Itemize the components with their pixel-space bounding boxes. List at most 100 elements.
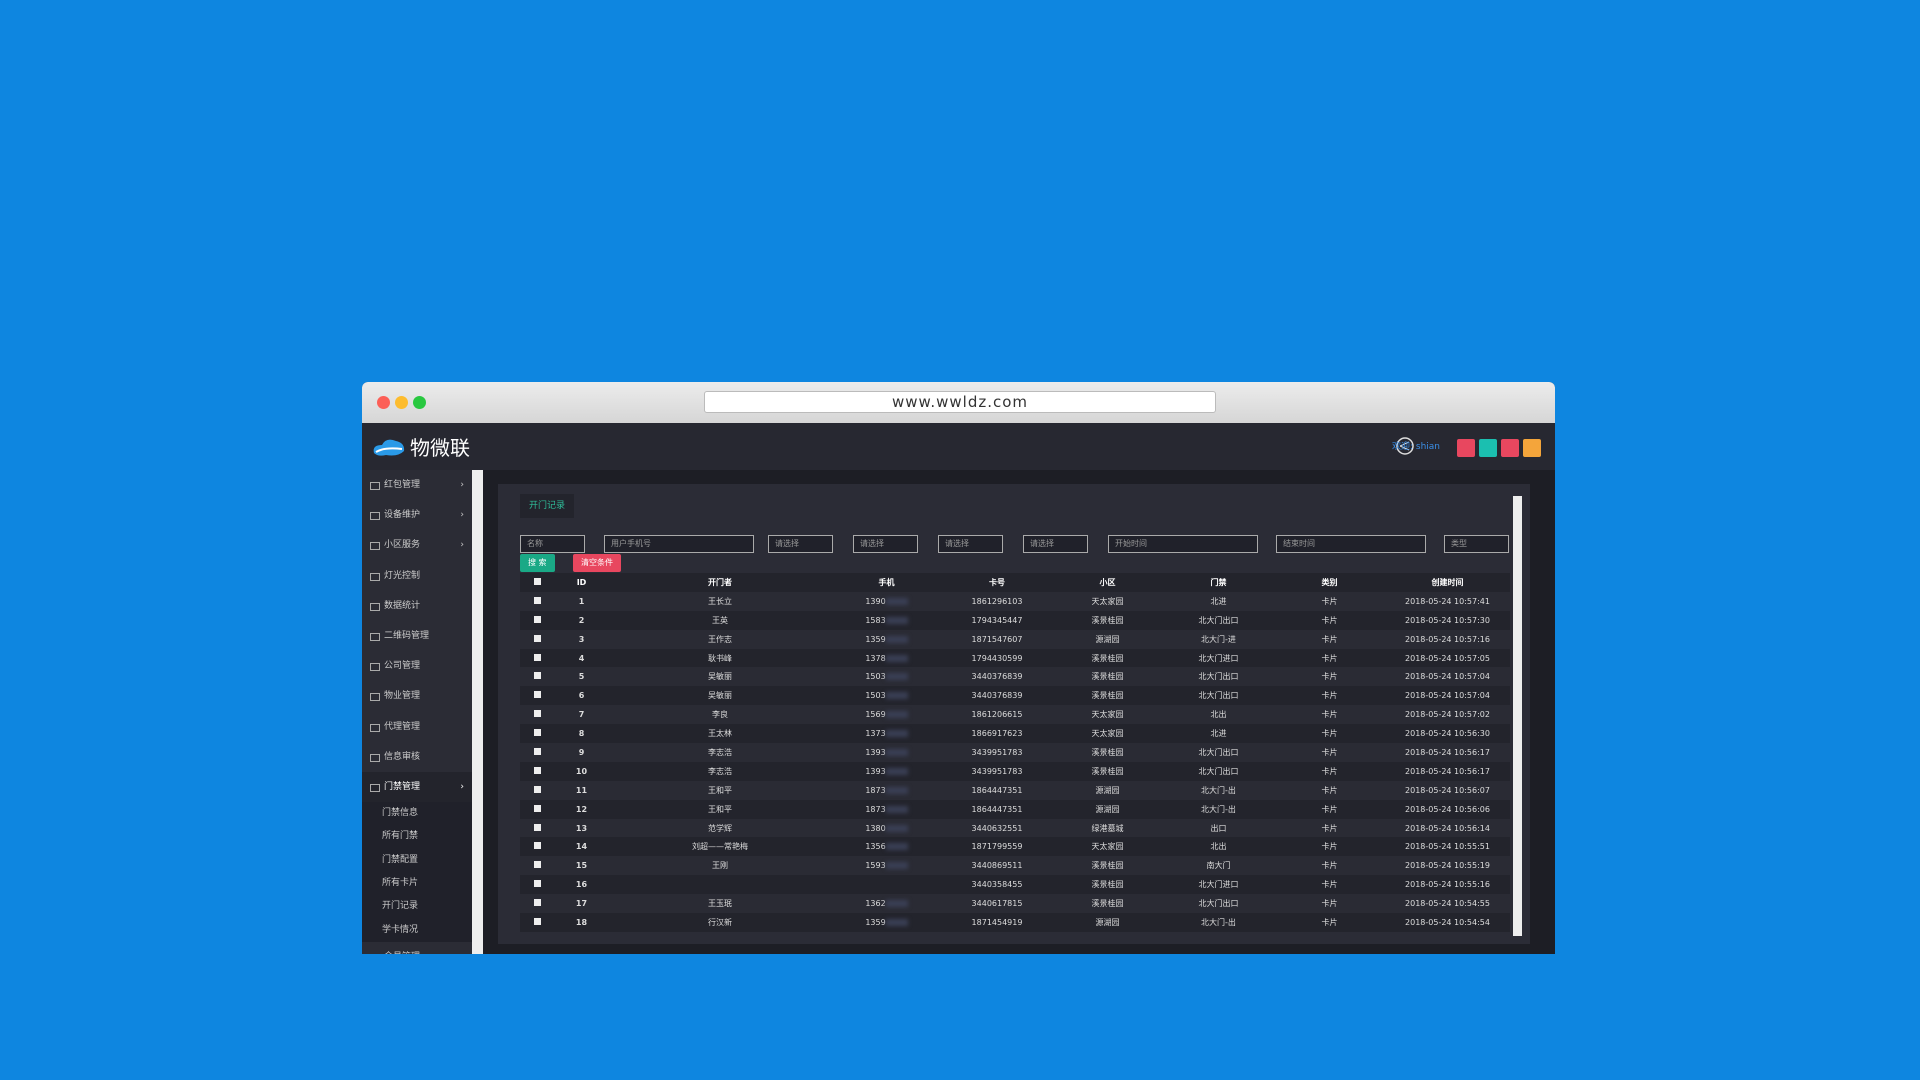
checkbox[interactable] <box>533 710 541 718</box>
checkbox[interactable] <box>533 653 541 661</box>
cell: 13 <box>554 819 609 838</box>
cell-text: 1864447351 <box>971 785 1023 795</box>
checkbox[interactable] <box>533 917 541 925</box>
menu-item[interactable]: 小区服务 › <box>362 530 472 560</box>
cell: 天太家园 <box>1052 724 1163 743</box>
submenu-item[interactable]: 门禁信息 <box>362 802 472 826</box>
checkbox[interactable] <box>533 577 541 585</box>
blurred-digits <box>885 635 908 643</box>
filter-input[interactable]: 结束时间 <box>1276 535 1426 553</box>
cell: 2018-05-24 10:57:41 <box>1385 592 1510 611</box>
cell-text: 18 <box>575 917 588 927</box>
cell-text: 10 <box>575 766 588 776</box>
filter-input[interactable]: 请选择 <box>853 535 918 553</box>
cell-text: 王长立 <box>708 596 732 606</box>
checkbox[interactable] <box>533 747 541 755</box>
checkbox[interactable] <box>533 842 541 850</box>
checkbox[interactable] <box>533 634 541 642</box>
checkbox[interactable] <box>533 615 541 623</box>
cell <box>520 894 554 913</box>
menu-item[interactable]: 红包管理 › <box>362 470 472 500</box>
url-bar[interactable]: www.wwldz.com <box>704 391 1216 413</box>
cell: 溪景桂园 <box>1052 649 1163 668</box>
menu-item[interactable]: 二维码管理 <box>362 621 472 651</box>
cell <box>520 837 554 856</box>
checkbox[interactable] <box>533 691 541 699</box>
submenu-item[interactable]: 所有门禁 <box>362 825 472 849</box>
menu-item[interactable]: 物业管理 <box>362 681 472 711</box>
cell: 1583 <box>831 611 942 630</box>
cell: 9 <box>554 743 609 762</box>
cell: 源湖园 <box>1052 630 1163 649</box>
checkbox[interactable] <box>533 823 541 831</box>
cell: 卡片 <box>1274 705 1385 724</box>
maximize[interactable] <box>413 396 426 409</box>
content-panel: 开门记录 名称 用户手机号 请选择 请选择 请选择 请选择 开始时间 结束时间 类型搜 索清空条… <box>498 484 1530 944</box>
checkbox[interactable] <box>533 672 541 680</box>
cell-text: 1356 <box>865 842 886 852</box>
menu-item[interactable]: 信息审核 <box>362 742 472 772</box>
checkbox[interactable] <box>533 880 541 888</box>
filter-input[interactable]: 开始时间 <box>1108 535 1258 553</box>
filter-input[interactable]: 请选择 <box>938 535 1003 553</box>
menu-item[interactable]: 会员管理 <box>362 942 472 954</box>
cell: 2018-05-24 10:57:02 <box>1385 705 1510 724</box>
welcome[interactable]: 欢迎: shian <box>1391 442 1440 452</box>
checkbox[interactable] <box>533 861 541 869</box>
cell: 3440376839 <box>942 686 1052 705</box>
menu-item[interactable]: 门禁管理 › <box>362 771 472 803</box>
menu-item[interactable]: 代理管理 <box>362 712 472 742</box>
cell-text: 1380 <box>865 823 886 833</box>
cell: 3440376839 <box>942 667 1052 686</box>
menu-item[interactable]: 设备维护 › <box>362 500 472 530</box>
cell: 2 <box>554 611 609 630</box>
cell <box>520 630 554 649</box>
blurred-digits <box>885 805 908 813</box>
filter-input[interactable]: 类型 <box>1444 535 1509 553</box>
cell-text: 3440358455 <box>971 880 1023 890</box>
table-row: 15 王刚 1593 3440869511 溪景桂园 南大门 卡片 2018-05-24 10… <box>520 856 1510 876</box>
cell-text: 天太家园 <box>1091 710 1124 720</box>
search-button[interactable]: 搜 索 <box>520 554 555 572</box>
checkbox[interactable] <box>533 899 541 907</box>
menu-item[interactable]: 公司管理 <box>362 651 472 681</box>
close[interactable] <box>377 396 390 409</box>
cell-text: 1583 <box>865 615 886 625</box>
filter-input[interactable]: 用户手机号 <box>604 535 754 553</box>
menu-item[interactable]: 数据统计 <box>362 591 472 621</box>
submenu-item[interactable]: 门禁配置 <box>362 848 472 872</box>
share-icon[interactable] <box>1395 436 1415 456</box>
minimize[interactable] <box>395 396 408 409</box>
filter-input[interactable]: 名称 <box>520 535 585 553</box>
checkbox[interactable] <box>533 596 541 604</box>
blurred-digits <box>885 597 908 605</box>
cell: 1380 <box>831 819 942 838</box>
cell: 李志浩 <box>609 743 831 762</box>
cell-text: 3440632551 <box>971 823 1023 833</box>
cell: 北大门出口 <box>1163 743 1274 762</box>
cell: 1390 <box>831 592 942 611</box>
filter-input[interactable]: 请选择 <box>1023 535 1088 553</box>
clear-button[interactable]: 清空条件 <box>573 554 621 572</box>
cell <box>520 611 554 630</box>
filter-input[interactable]: 请选择 <box>768 535 833 553</box>
power-button[interactable] <box>1501 439 1519 457</box>
lock-button[interactable] <box>1457 439 1475 457</box>
cell: 溪景桂园 <box>1052 611 1163 630</box>
checkbox[interactable] <box>533 766 541 774</box>
cell: 王太林 <box>609 724 831 743</box>
checkbox[interactable] <box>533 785 541 793</box>
submenu-item[interactable]: 学卡情况 <box>362 918 472 942</box>
blurred-digits <box>885 616 908 624</box>
checkbox[interactable] <box>533 804 541 812</box>
submenu-item[interactable]: 所有卡片 <box>362 871 472 896</box>
submenu-item[interactable]: 开门记录 <box>362 895 472 919</box>
refresh-button[interactable] <box>1479 439 1497 457</box>
menu-item[interactable]: 灯光控制 <box>362 561 472 591</box>
home-button[interactable] <box>1523 439 1541 457</box>
cell-text: 卡片 <box>1321 615 1338 625</box>
tab[interactable]: 开门记录 <box>520 494 575 518</box>
cell: 北出 <box>1163 705 1274 724</box>
checkbox[interactable] <box>533 729 541 737</box>
cell: 李良 <box>609 705 831 724</box>
